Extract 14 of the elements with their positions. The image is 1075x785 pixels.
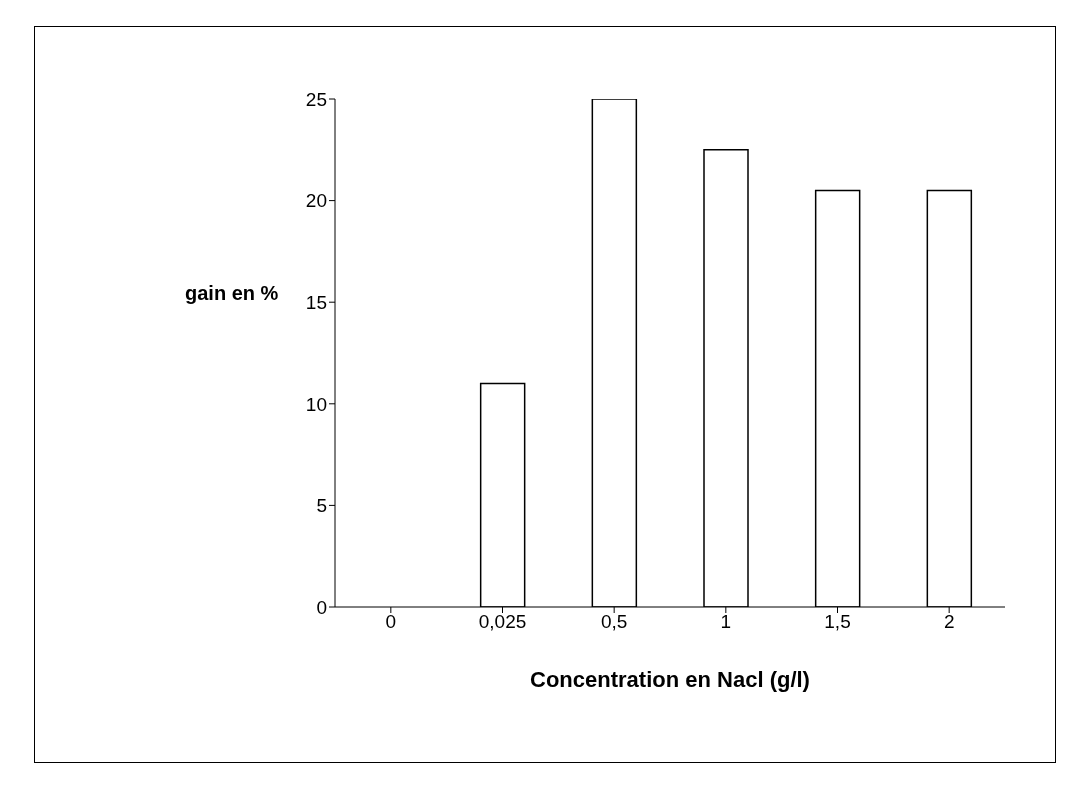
x-tick-label: 2: [943, 611, 955, 633]
x-tick-label: 1,5: [824, 611, 851, 633]
x-axis-title: Concentration en Nacl (g/l): [530, 667, 810, 692]
y-tick-label: 25: [305, 88, 327, 110]
x-tick-label: 1: [720, 611, 732, 633]
y-tick-label: 0: [316, 596, 327, 618]
x-tick-label: 0: [385, 611, 397, 633]
y-tick-label: 5: [316, 495, 327, 517]
x-tick-label: 0,025: [478, 611, 527, 633]
y-tick-label: 15: [305, 291, 327, 313]
y-tick-label: 10: [305, 393, 327, 415]
y-tick-label: 20: [305, 190, 327, 212]
y-axis-title: gain en %: [185, 282, 279, 305]
x-tick-label: 0,5: [600, 611, 628, 633]
